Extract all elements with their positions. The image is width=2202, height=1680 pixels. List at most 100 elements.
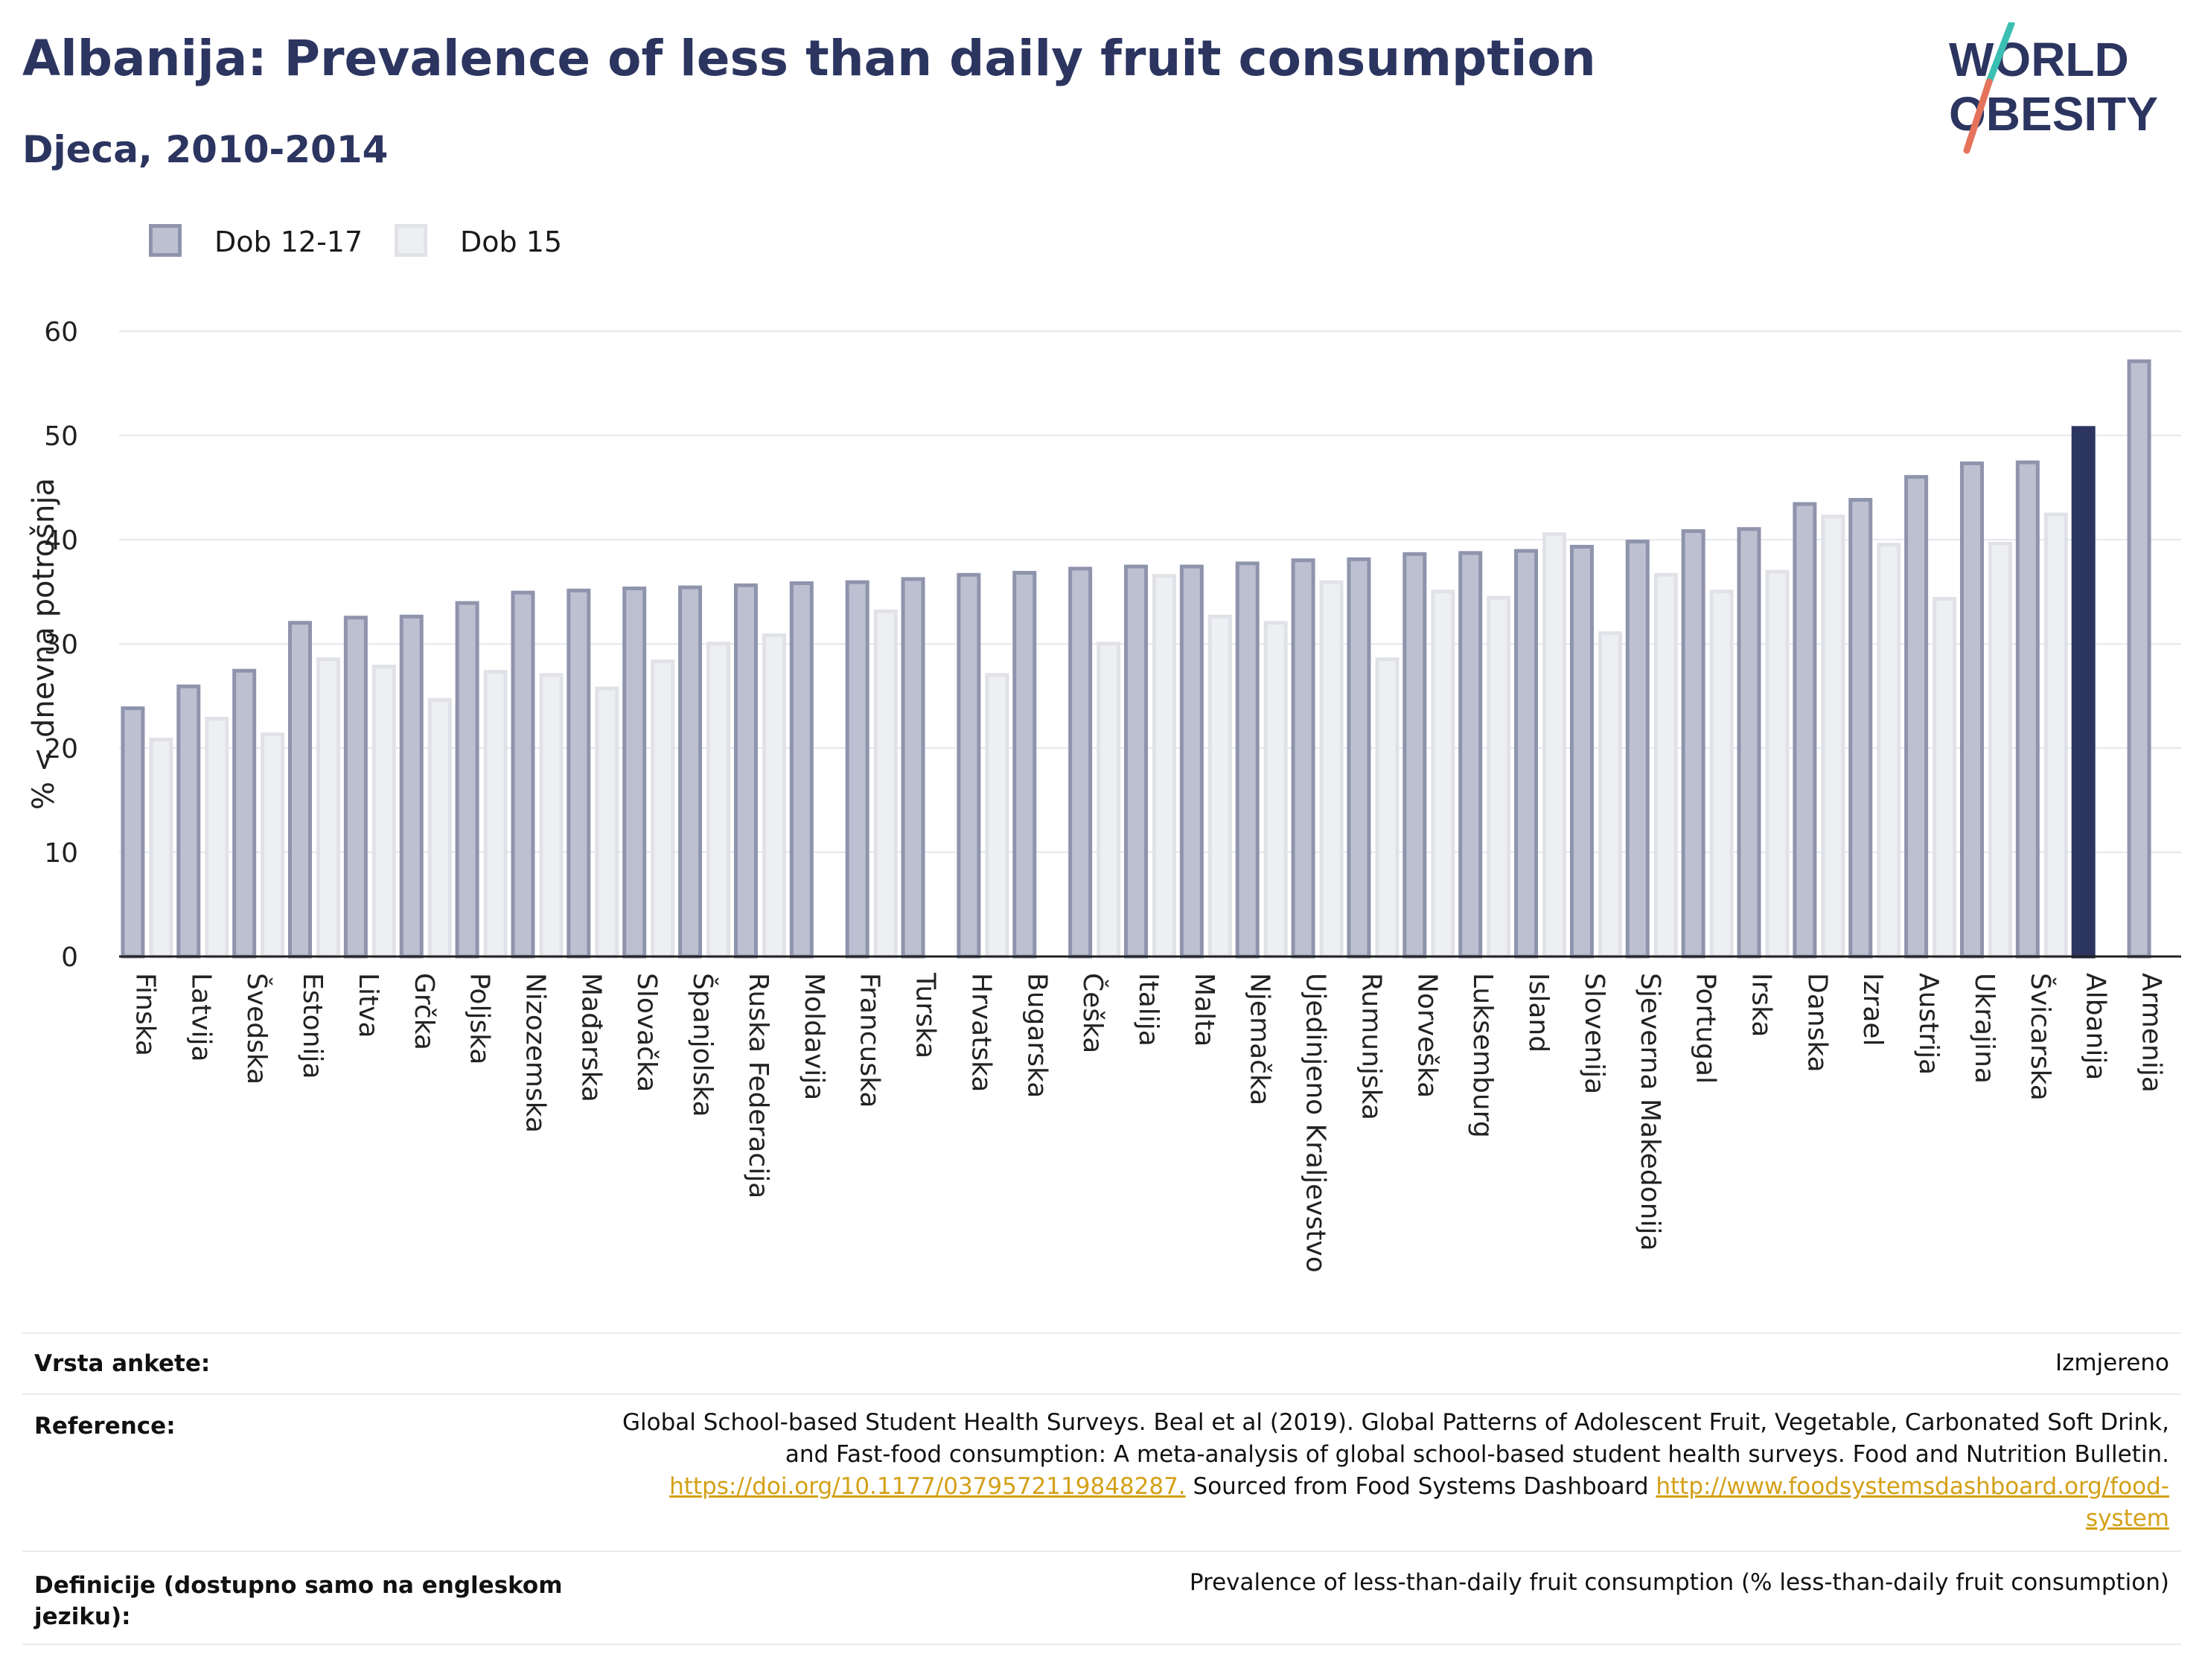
logo-slash-coral xyxy=(1963,78,1993,154)
bar-dob-15 xyxy=(985,673,1009,959)
bar-dob-15 xyxy=(1709,590,1734,959)
x-tick-label: Sjeverna Makedonija xyxy=(1635,973,1665,1251)
bar-dob-15 xyxy=(371,665,396,959)
bar-dob-12-17 xyxy=(733,583,758,959)
x-tick-label: Island xyxy=(1523,973,1554,1053)
x-tick-label: Portugal xyxy=(1691,973,1721,1084)
x-tick-label: Hrvatska xyxy=(966,973,996,1092)
bar-dob-15 xyxy=(873,609,898,959)
definition-label: Definicije (dostupno samo na engleskom j… xyxy=(34,1570,563,1632)
bar-dob-12-17 xyxy=(1904,475,1929,959)
bar-dob-12-17 xyxy=(567,588,591,959)
bar-dob-12-17 xyxy=(1848,498,1873,959)
bar-dob-12-17 xyxy=(1625,540,1650,959)
bar-dob-15 xyxy=(1877,543,1901,959)
y-tick-label: 30 xyxy=(44,630,78,660)
bar-dob-12-17 xyxy=(343,616,368,959)
x-tick-label: Francuska xyxy=(855,973,885,1108)
x-tick-label: Mađarska xyxy=(575,973,606,1102)
survey-type-row: Vrsta ankete: Izmjereno xyxy=(22,1332,2181,1392)
info-divider-top xyxy=(22,1332,2181,1334)
bar-dob-12-17 xyxy=(511,590,535,959)
bar-dob-15 xyxy=(427,697,452,959)
food-systems-link[interactable]: http://www.foodsystemsdashboard.org/food… xyxy=(1656,1473,2169,1500)
bar-dob-12-17 xyxy=(957,572,981,959)
bar-chart: 0 10 20 30 40 50 60 % < dnevna potrošnja Finska L… xyxy=(27,317,2181,1273)
bar-dob-15 xyxy=(706,642,731,959)
x-tick-label: Bugarska xyxy=(1021,973,1052,1098)
info-divider-3 xyxy=(22,1550,2181,1552)
legend-label-dob-15: Dob 15 xyxy=(460,226,563,258)
bar-dob-12-17 xyxy=(845,580,869,959)
bar-dob-12-17 xyxy=(2015,460,2040,959)
bar-dob-12-17 xyxy=(678,585,703,959)
bar-dob-15 xyxy=(595,686,619,959)
bar-dob-15 xyxy=(1207,614,1232,959)
bar-dob-15 xyxy=(483,670,508,959)
reference-label: Reference: xyxy=(34,1413,176,1440)
bar-dob-12-17 xyxy=(1179,564,1204,959)
reference-line-2: and Fast-food consumption: A meta-analys… xyxy=(785,1441,2169,1468)
definition-row: Definicije (dostupno samo na engleskom j… xyxy=(22,1550,2181,1640)
bar-dob-12-17 xyxy=(288,621,313,959)
x-tick-label: Njemačka xyxy=(1245,973,1275,1105)
bar-dob-15 xyxy=(1765,569,1790,959)
x-tick-label: Irska xyxy=(1746,973,1777,1037)
logo-graphic: WORLD OBESITY xyxy=(1949,20,2158,154)
bar-dob-15 xyxy=(1821,514,1845,959)
chart-subtitle: Djeca, 2010-2014 xyxy=(22,128,389,171)
bar-dob-12-17 xyxy=(1959,461,1984,959)
bar-dob-12-17 xyxy=(1347,557,1371,959)
chart-title: Albanija: Prevalence of less than daily … xyxy=(22,30,1596,87)
x-tick-label: Litva xyxy=(353,973,383,1038)
bar-dob-12-17 xyxy=(232,668,257,959)
definition-label-line-2: jeziku): xyxy=(34,1603,131,1630)
bar-dob-15 xyxy=(1487,595,1511,959)
bar-dob-12-17 xyxy=(1402,552,1427,959)
food-systems-link-cont[interactable]: system xyxy=(2085,1505,2169,1532)
info-divider-bottom xyxy=(22,1644,2181,1645)
bar-dob-12-17 xyxy=(1235,561,1260,959)
legend-swatch-dob-15 xyxy=(395,224,427,257)
x-tick-label: Estonija xyxy=(297,973,328,1079)
bar-dob-15 xyxy=(651,659,675,959)
bar-dob-15 xyxy=(1933,597,1957,959)
bar-dob-15 xyxy=(2043,512,2068,959)
bar-dob-15 xyxy=(205,717,229,959)
bar-dob-12-17 xyxy=(399,614,424,959)
bar-dob-12-17 xyxy=(2127,359,2151,959)
definition-value: Prevalence of less-than-daily fruit cons… xyxy=(1189,1569,2169,1596)
x-tick-label: Izrael xyxy=(1857,973,1888,1047)
bar-dob-15 xyxy=(149,738,173,959)
bar-dob-12-17 xyxy=(1012,571,1037,959)
x-tick-label: Finska xyxy=(130,973,160,1056)
x-tick-label: Grčka xyxy=(409,973,439,1050)
bar-dob-15 xyxy=(1375,657,1400,959)
x-tick-label: Armenija xyxy=(2136,973,2167,1093)
x-tick-label: Rumunjska xyxy=(1356,973,1386,1120)
x-tick-label: Ruska Federacija xyxy=(743,973,773,1198)
reference-line-4: system xyxy=(457,1503,2169,1535)
bar-dob-15 xyxy=(316,657,341,959)
logo-slash-teal xyxy=(1985,20,2015,86)
bar-dob-15 xyxy=(1319,580,1344,959)
bar-dob-12-17 xyxy=(1793,502,1817,959)
bar-dob-15 xyxy=(261,732,285,959)
bar-dob-15 xyxy=(1653,572,1678,959)
bar-dob-12-17 xyxy=(121,706,145,959)
bar-dob-12-17 xyxy=(901,577,925,959)
survey-type-label: Vrsta ankete: xyxy=(34,1350,211,1377)
world-obesity-logo[interactable]: WORLD OBESITY xyxy=(1943,20,2189,156)
y-tick-label: 60 xyxy=(44,317,78,348)
survey-type-value: Izmjereno xyxy=(2055,1350,2169,1376)
x-tick-label: Češka xyxy=(1077,973,1108,1053)
doi-link[interactable]: https://doi.org/10.1177/0379572119848287… xyxy=(669,1473,1186,1500)
bar-dob-12-17 xyxy=(622,587,647,959)
reference-row: Reference: Global School-based Student H… xyxy=(22,1393,2181,1550)
bar-dob-15 xyxy=(1152,574,1176,959)
y-tick-label: 40 xyxy=(44,526,78,556)
x-tick-label: Slovenija xyxy=(1579,973,1609,1094)
bar-dob-15 xyxy=(1598,631,1622,959)
x-tick-label: Albanija xyxy=(2081,973,2111,1080)
x-tick-label: Španjolska xyxy=(687,973,718,1117)
